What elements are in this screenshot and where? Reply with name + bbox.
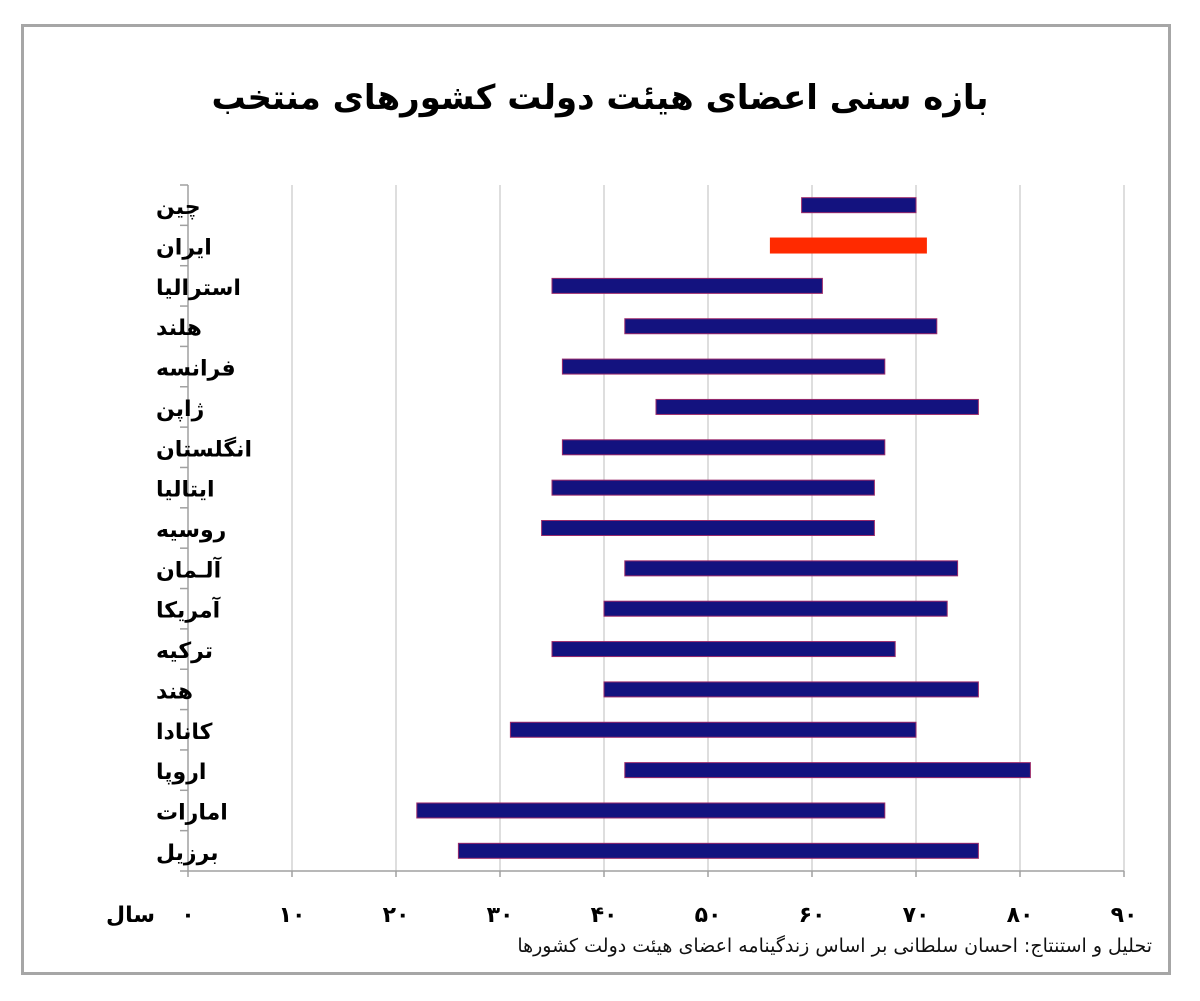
axes [180,184,1125,877]
category-label: استرالیا [156,276,241,301]
bar [551,277,823,294]
source-note: تحلیل و استنتاج: احسان سلطانی بر اساس زن… [517,935,1152,957]
x-tick-label: ۰ [181,903,194,928]
category-label: آلـمان [156,555,222,583]
x-tick-labels: ۰ ۱۰ ۲۰ ۳۰ ۴۰ ۵۰ ۶۰ ۷۰ ۸۰ ۹۰ [181,903,1137,928]
category-label: هلند [156,316,202,341]
x-tick-label: ۱۰ [279,903,306,928]
bar [603,600,948,617]
x-tick-label: ۶۰ [799,903,826,928]
category-label: انگلستان [156,435,252,462]
category-label: فرانسه [156,357,236,382]
x-tick-label: ۷۰ [903,903,930,928]
bar [551,641,896,658]
bar [457,842,979,859]
category-label: برزیل [156,841,219,866]
bar-highlight [769,237,927,254]
bar [624,318,938,335]
bar [603,681,979,698]
x-tick-label: ۴۰ [591,903,618,928]
category-label: کانادا [156,720,213,745]
bars [416,197,1031,859]
bar [541,520,875,536]
chart-title: بازه سنی اعضای هیئت دولت کشورهای منتخب [211,78,989,118]
category-label: ژاپن [156,397,204,422]
bar [561,439,886,456]
category-label: چین [156,195,201,220]
category-label: ایران [156,236,212,261]
bar [624,762,1031,779]
x-tick-label: ۵۰ [695,903,722,928]
x-tick-label: ۹۰ [1111,903,1138,928]
bar [561,358,886,375]
category-label: هند [156,679,193,704]
category-label: ترکیه [156,639,213,664]
category-label: اروپا [156,760,206,785]
category-label: امارات [156,800,228,825]
bar [551,479,875,496]
bar [655,398,979,415]
category-labels: چین ایران استرالیا هلند فرانسه ژاپن انگلستان ای… [156,195,252,866]
category-label: روسیه [156,518,226,543]
bar [801,197,917,214]
category-label: ایتالیا [156,478,215,503]
bar [624,560,959,577]
x-axis-label: سال [106,903,155,928]
x-tick-label: ۲۰ [383,903,410,928]
x-tick-label: ۳۰ [487,903,514,928]
x-tick-label: ۸۰ [1007,903,1034,928]
category-label: آمریکا [156,596,221,624]
bar [509,721,917,738]
bar [416,802,886,819]
